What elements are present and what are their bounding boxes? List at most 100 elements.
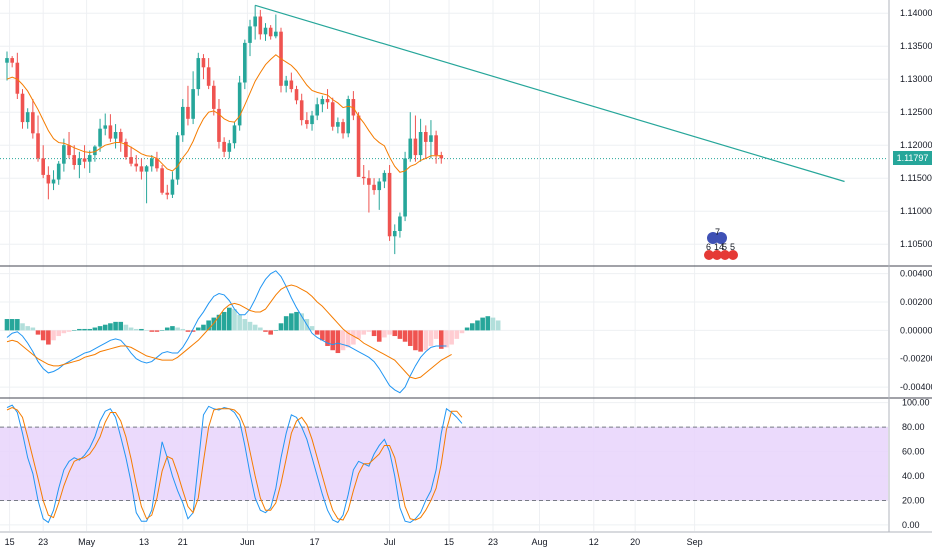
event-flag-icon xyxy=(712,250,722,260)
oscillator-tick-label: 40.00 xyxy=(902,471,925,481)
candle-body xyxy=(51,179,56,184)
event-count-label: 6 xyxy=(706,242,711,252)
histogram-bar xyxy=(102,324,108,331)
histogram-bar xyxy=(232,309,237,331)
histogram-bar xyxy=(423,330,429,351)
candle-body xyxy=(191,89,195,119)
candle-body xyxy=(305,120,309,125)
candle-body xyxy=(382,172,387,182)
price-tick-label: 1.13000 xyxy=(900,74,932,84)
histogram-bar xyxy=(289,313,294,331)
histogram-bar xyxy=(387,330,392,335)
histogram-bar xyxy=(340,330,346,351)
histogram-bar xyxy=(402,330,408,342)
histogram-bar xyxy=(345,330,351,348)
candle-body xyxy=(398,216,402,231)
oscillator-band xyxy=(0,427,888,501)
histogram-bar xyxy=(82,328,87,331)
histogram-bar xyxy=(449,330,454,345)
candle-body xyxy=(418,132,423,156)
histogram-bar xyxy=(428,330,434,346)
candle-body xyxy=(336,122,340,127)
histogram-bar xyxy=(495,320,501,331)
candle-body xyxy=(408,138,413,159)
candle-body xyxy=(56,163,61,180)
oscillator-tick-label: 60.00 xyxy=(902,447,925,457)
histogram-bar xyxy=(61,330,67,334)
candle-body xyxy=(155,158,159,169)
histogram-bar xyxy=(263,330,268,332)
candle-body xyxy=(315,104,319,116)
histogram-bar xyxy=(376,330,382,342)
candle-body xyxy=(227,143,232,152)
time-tick-label: 23 xyxy=(488,537,498,547)
price-tick-label: 1.10500 xyxy=(900,239,932,249)
candle-body xyxy=(113,132,118,139)
candle-body xyxy=(82,158,87,162)
histogram-bar xyxy=(149,330,155,332)
histogram-bar xyxy=(454,330,460,339)
candle-body xyxy=(144,166,149,172)
histogram-bar xyxy=(237,314,242,331)
trendline xyxy=(254,4,845,183)
histogram-bar xyxy=(361,330,367,335)
histogram-bar xyxy=(118,321,124,331)
price-tick-label: 1.11000 xyxy=(900,206,932,216)
candle-body xyxy=(160,168,164,193)
histogram-bar xyxy=(480,317,485,331)
oscillator-tick-label: 20.00 xyxy=(902,495,925,505)
candle-body xyxy=(186,106,190,119)
histogram-bar xyxy=(30,327,36,331)
candle-body xyxy=(118,132,123,142)
candle-body xyxy=(403,158,407,217)
histogram-bar xyxy=(46,330,51,345)
candle-body xyxy=(237,82,242,126)
histogram-bar xyxy=(201,324,206,331)
histogram-bar xyxy=(299,313,304,331)
candle-body xyxy=(274,31,278,37)
event-count-label: 14 xyxy=(714,242,724,252)
histogram-bar xyxy=(320,330,325,341)
histogram-bar xyxy=(325,330,330,346)
histogram-bar xyxy=(397,330,403,339)
oscillator-tick-label: 100.00 xyxy=(902,398,930,408)
candle-body xyxy=(372,184,376,191)
candle-body xyxy=(423,132,428,142)
histogram-bar xyxy=(268,330,273,335)
moving-average-line xyxy=(6,54,442,173)
event-count-label: 5 xyxy=(730,242,735,252)
time-tick-label: 17 xyxy=(310,537,320,547)
histogram-bar xyxy=(392,330,398,337)
histogram-tick-label: -0.00400 xyxy=(900,382,932,392)
candle-body xyxy=(25,112,30,123)
time-tick-label: 15 xyxy=(5,537,15,547)
candle-body xyxy=(212,85,216,109)
histogram-bar xyxy=(92,327,98,331)
candle-body xyxy=(284,80,288,86)
histogram-bar xyxy=(20,323,25,331)
histogram-bar xyxy=(221,311,227,331)
price-tick-label: 1.14000 xyxy=(900,8,932,18)
histogram-bar xyxy=(490,317,496,331)
event-count-label: 5 xyxy=(722,242,727,252)
histogram-bar xyxy=(278,323,284,331)
candle-body xyxy=(98,128,102,147)
candle-body xyxy=(124,141,128,158)
histogram-bar xyxy=(77,328,82,331)
candle-body xyxy=(170,179,175,195)
candle-body xyxy=(103,125,108,129)
candle-body xyxy=(20,93,25,123)
histogram-bar xyxy=(294,311,299,331)
histogram-bar xyxy=(87,328,93,331)
candle-body xyxy=(268,27,273,37)
histogram-bar xyxy=(351,330,356,345)
candle-body xyxy=(325,99,330,103)
candle-body xyxy=(87,155,92,162)
histogram-bar xyxy=(66,330,72,332)
candle-body xyxy=(387,172,392,237)
histogram-bar xyxy=(371,330,377,337)
candle-body xyxy=(377,181,382,191)
candle-body xyxy=(320,99,325,105)
price-tick-label: 1.11500 xyxy=(900,173,932,183)
histogram-bar xyxy=(258,327,263,331)
